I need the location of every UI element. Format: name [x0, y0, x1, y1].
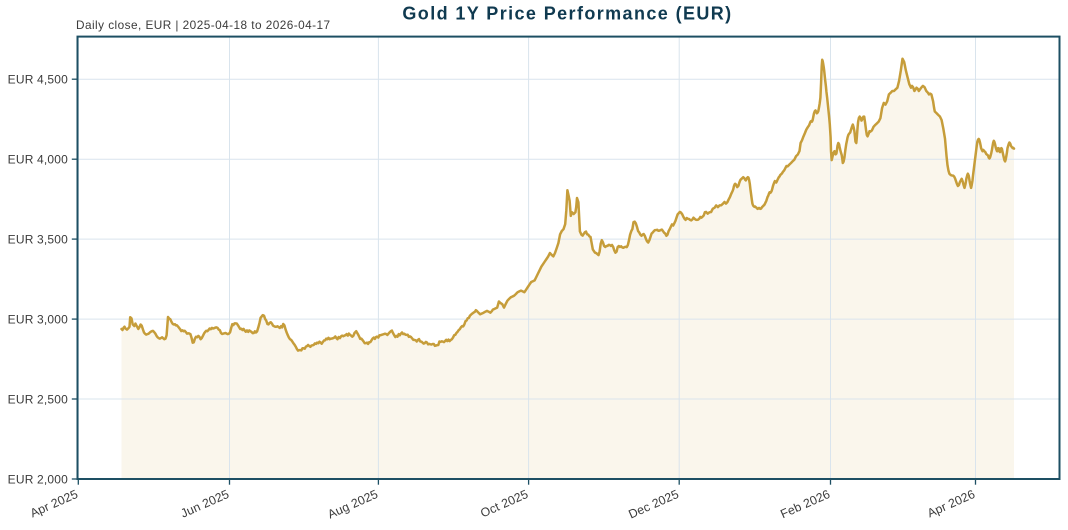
svg-text:EUR 2,500: EUR 2,500	[8, 392, 68, 406]
svg-text:EUR 4,500: EUR 4,500	[8, 73, 68, 87]
svg-text:EUR 3,500: EUR 3,500	[8, 233, 68, 247]
svg-text:Daily close, EUR | 2025-04-18: Daily close, EUR | 2025-04-18 to 2026-04…	[76, 18, 331, 32]
svg-text:EUR 2,000: EUR 2,000	[8, 472, 68, 486]
svg-text:Gold 1Y Price Performance (EUR: Gold 1Y Price Performance (EUR)	[402, 4, 732, 24]
svg-text:EUR 3,000: EUR 3,000	[8, 313, 68, 327]
svg-text:EUR 4,000: EUR 4,000	[8, 153, 68, 167]
